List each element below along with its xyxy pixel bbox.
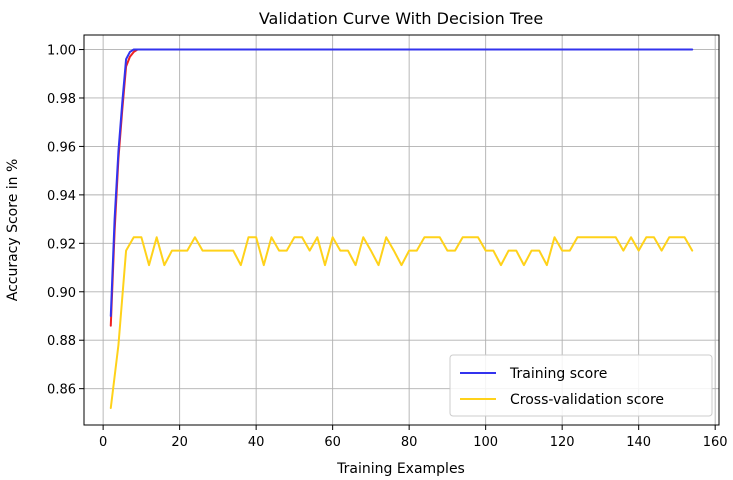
x-tick-label: 140 xyxy=(626,435,651,450)
legend-box xyxy=(449,354,713,417)
y-tick-label: 0.90 xyxy=(47,286,76,301)
y-tick-label: 1.00 xyxy=(47,44,76,59)
x-tick-label: 80 xyxy=(401,435,418,450)
y-tick-label: 0.94 xyxy=(47,189,76,204)
legend-label-training: Training score xyxy=(509,366,607,382)
series-line-training-score xyxy=(109,48,694,317)
x-tick-label: 160 xyxy=(703,435,728,450)
legend-label-cross-validation: Cross-validation score xyxy=(510,392,664,408)
y-axis-label: Accuracy Score in % xyxy=(5,159,21,302)
legend: Training score Cross-validation score xyxy=(449,354,713,417)
y-tick-label: 0.96 xyxy=(47,140,76,155)
y-tick-label: 0.88 xyxy=(47,334,76,349)
y-tick-label: 0.92 xyxy=(47,237,76,252)
axis-ticks: 0 20 40 60 80 100 120 140 160 0.86 0.88 0.90 0.92 0.9… xyxy=(47,44,728,450)
y-tick-label: 0.98 xyxy=(47,92,76,107)
series-line-cross-validation-score xyxy=(109,236,694,410)
x-tick-label: 100 xyxy=(473,435,498,450)
series-line-training-red xyxy=(109,48,143,327)
x-tick-label: 0 xyxy=(99,435,107,450)
x-tick-label: 60 xyxy=(324,435,341,450)
y-tick-label: 0.86 xyxy=(47,383,76,398)
x-tick-label: 120 xyxy=(550,435,575,450)
plot-area-frame xyxy=(83,34,720,426)
x-tick-label: 40 xyxy=(248,435,265,450)
series-lines xyxy=(109,48,694,410)
x-tick-label: 20 xyxy=(171,435,188,450)
x-axis-label: Training Examples xyxy=(336,461,465,477)
chart-title: Validation Curve With Decision Tree xyxy=(259,9,543,28)
